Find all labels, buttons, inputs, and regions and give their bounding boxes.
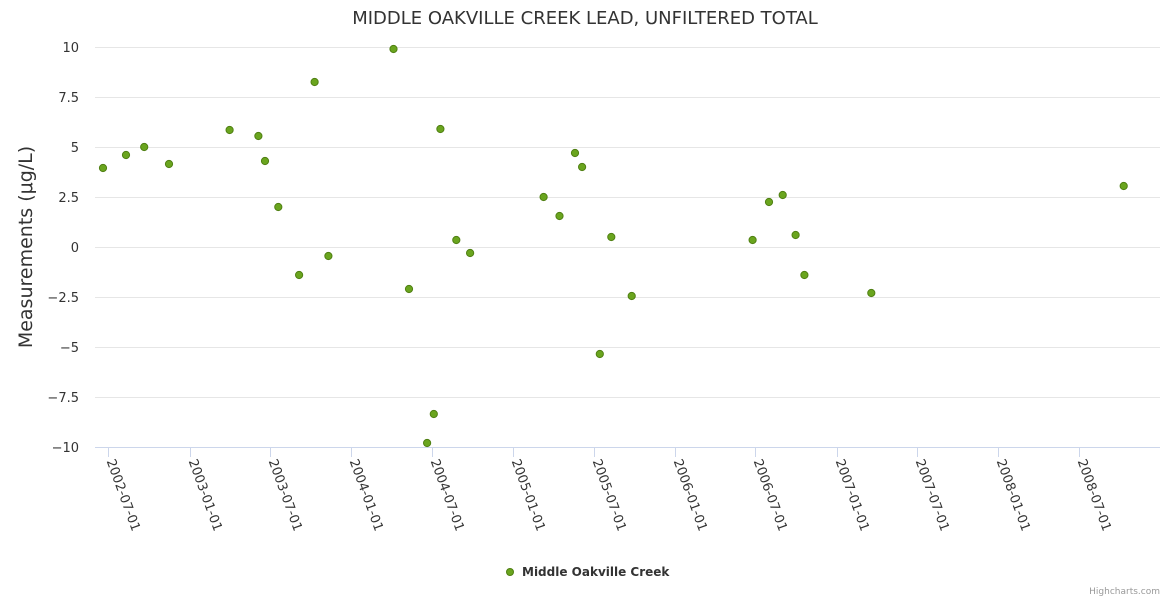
data-point[interactable] — [778, 190, 787, 200]
data-point[interactable] — [404, 284, 414, 294]
data-point[interactable] — [578, 162, 587, 172]
data-point[interactable] — [748, 235, 757, 245]
data-points — [98, 44, 1128, 448]
legend-item-middle-oakville-creek[interactable]: Middle Oakville Creek — [522, 565, 670, 579]
data-point[interactable] — [295, 270, 304, 280]
data-point[interactable] — [466, 248, 475, 258]
y-tick-label: −7.5 — [47, 391, 79, 406]
y-axis: 10 7.5 5 2.5 0 −2.5 −5 −7.5 −10 — [47, 41, 79, 456]
data-point[interactable] — [570, 148, 580, 158]
data-point[interactable] — [324, 251, 333, 261]
y-tick-label: −2.5 — [47, 291, 79, 306]
data-point[interactable] — [539, 192, 548, 202]
y-tick-label: −10 — [52, 441, 79, 456]
data-point[interactable] — [429, 409, 438, 419]
data-point[interactable] — [225, 125, 234, 135]
data-point[interactable] — [310, 77, 319, 87]
data-point[interactable] — [164, 159, 174, 169]
y-tick-label: 7.5 — [58, 91, 79, 106]
y-tick-label: 5 — [71, 141, 79, 156]
y-tick-label: 2.5 — [58, 191, 79, 206]
data-point[interactable] — [121, 150, 131, 160]
data-point[interactable] — [274, 202, 283, 212]
y-tick-label: 0 — [71, 241, 79, 256]
y-tick-label: 10 — [62, 41, 79, 56]
y-axis-title: Measurements (μg/L) — [15, 146, 37, 348]
data-point[interactable] — [555, 211, 564, 221]
data-point[interactable] — [140, 142, 149, 152]
data-point[interactable] — [389, 44, 398, 54]
credits-link[interactable]: Highcharts.com — [1089, 587, 1160, 597]
data-point[interactable] — [764, 197, 774, 207]
data-point[interactable] — [452, 235, 461, 245]
data-point[interactable] — [800, 270, 809, 280]
legend-marker-icon — [506, 568, 514, 576]
data-point[interactable] — [595, 349, 604, 359]
data-point[interactable] — [867, 288, 876, 298]
data-point[interactable] — [791, 230, 800, 240]
data-point[interactable] — [1119, 181, 1128, 191]
data-point[interactable] — [254, 131, 263, 141]
chart-title: MIDDLE OAKVILLE CREEK LEAD, UNFILTERED T… — [352, 8, 818, 29]
data-point[interactable] — [627, 291, 636, 301]
y-tick-label: −5 — [60, 341, 79, 356]
data-point[interactable] — [260, 156, 270, 166]
data-point[interactable] — [98, 163, 108, 173]
data-point[interactable] — [436, 124, 445, 134]
data-point[interactable] — [423, 438, 432, 448]
data-point[interactable] — [607, 232, 616, 242]
grid-lines — [95, 47, 1160, 448]
legend[interactable]: Middle Oakville Creek — [506, 565, 671, 579]
